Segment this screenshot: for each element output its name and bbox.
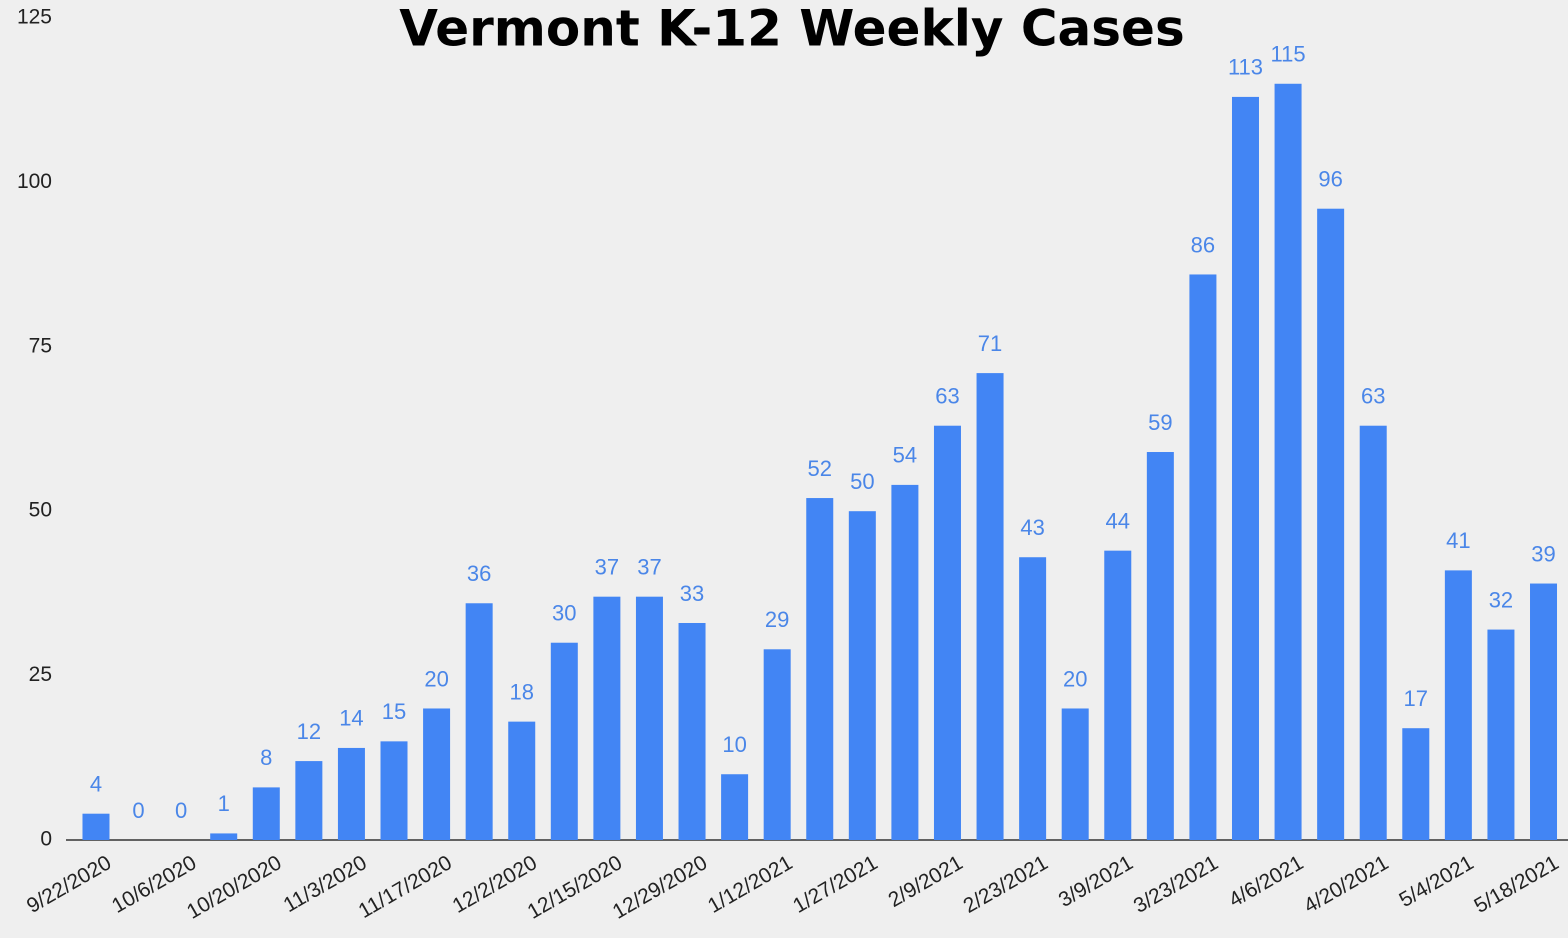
x-tick-label: 2/23/2021 [959,851,1051,918]
y-tick-label: 50 [29,499,52,522]
x-tick-label: 2/9/2021 [884,851,966,912]
bar [1359,425,1387,840]
value-label: 33 [680,581,704,606]
x-tick-label: 12/29/2020 [609,851,712,923]
value-label: 0 [132,798,144,823]
bar [1444,570,1472,840]
x-tick-label: 4/20/2021 [1300,851,1392,918]
bar [337,747,365,840]
bar [1146,452,1174,840]
value-label: 41 [1446,528,1470,553]
value-label: 37 [637,555,661,580]
value-label: 14 [339,706,363,731]
x-tick-label: 3/9/2021 [1055,851,1137,912]
value-label: 20 [424,666,448,691]
value-label: 32 [1489,587,1513,612]
bar [678,622,706,840]
x-tick-label: 12/15/2020 [524,851,627,923]
x-tick-label: 11/17/2020 [355,851,456,923]
value-label: 12 [297,719,321,744]
value-label: 15 [382,699,406,724]
bar [1402,728,1430,840]
bar [806,498,834,840]
value-label: 4 [90,772,102,797]
bar [721,774,749,840]
bar [1317,208,1345,841]
bar [635,596,663,840]
value-label: 43 [1020,515,1044,540]
bar [295,761,323,840]
value-label: 37 [595,555,619,580]
bar [508,721,536,840]
bar [1061,708,1089,840]
bar [976,373,1004,840]
value-label: 59 [1148,410,1172,435]
y-tick-label: 75 [29,334,52,357]
bar [1019,557,1047,840]
bar [1189,274,1217,840]
value-label: 29 [765,607,789,632]
value-label: 0 [175,798,187,823]
value-label: 50 [850,469,874,494]
value-label: 1 [218,791,230,816]
value-label: 30 [552,601,576,626]
x-tick-label: 1/12/2021 [704,851,796,918]
value-label: 18 [509,679,533,704]
bar [82,813,110,840]
value-label: 10 [722,732,746,757]
x-tick-label: 9/22/2020 [23,851,115,918]
bar [933,425,961,840]
bar [210,833,238,840]
bar [1274,83,1302,840]
bar [465,603,493,840]
bar [1530,583,1558,840]
x-tick-label: 5/18/2021 [1470,851,1562,918]
y-tick-label: 25 [29,663,52,686]
value-label: 20 [1063,666,1087,691]
x-tick-label: 5/4/2021 [1395,851,1477,912]
y-tick-label: 100 [17,170,52,193]
bar [593,596,621,840]
bar [423,708,451,840]
x-tick-label: 1/27/2021 [789,851,881,918]
value-label: 86 [1191,232,1215,257]
value-label: 52 [808,456,832,481]
value-label: 44 [1106,508,1130,533]
value-label: 71 [978,331,1002,356]
value-label: 17 [1404,686,1428,711]
value-label: 113 [1228,55,1263,80]
value-label: 115 [1271,42,1306,67]
bar [891,484,919,840]
bar [550,642,578,840]
value-label: 96 [1318,167,1342,192]
value-label: 8 [260,745,272,770]
bar [1231,96,1259,841]
y-tick-label: 0 [40,828,52,851]
chart-title: Vermont K-12 Weekly Cases [399,0,1184,58]
bar [1487,629,1515,840]
value-label: 39 [1531,541,1555,566]
y-tick-label: 125 [17,6,52,29]
bar [763,649,791,840]
bar [380,741,408,840]
bar [252,787,280,840]
x-tick-label: 10/20/2020 [183,851,286,923]
value-label: 63 [1361,384,1385,409]
bar [1104,550,1132,840]
value-label: 36 [467,561,491,586]
bar [848,511,876,840]
value-label: 63 [935,384,959,409]
value-label: 54 [893,443,917,468]
x-tick-label: 4/6/2021 [1225,851,1307,912]
x-tick-label: 3/23/2021 [1130,851,1222,918]
